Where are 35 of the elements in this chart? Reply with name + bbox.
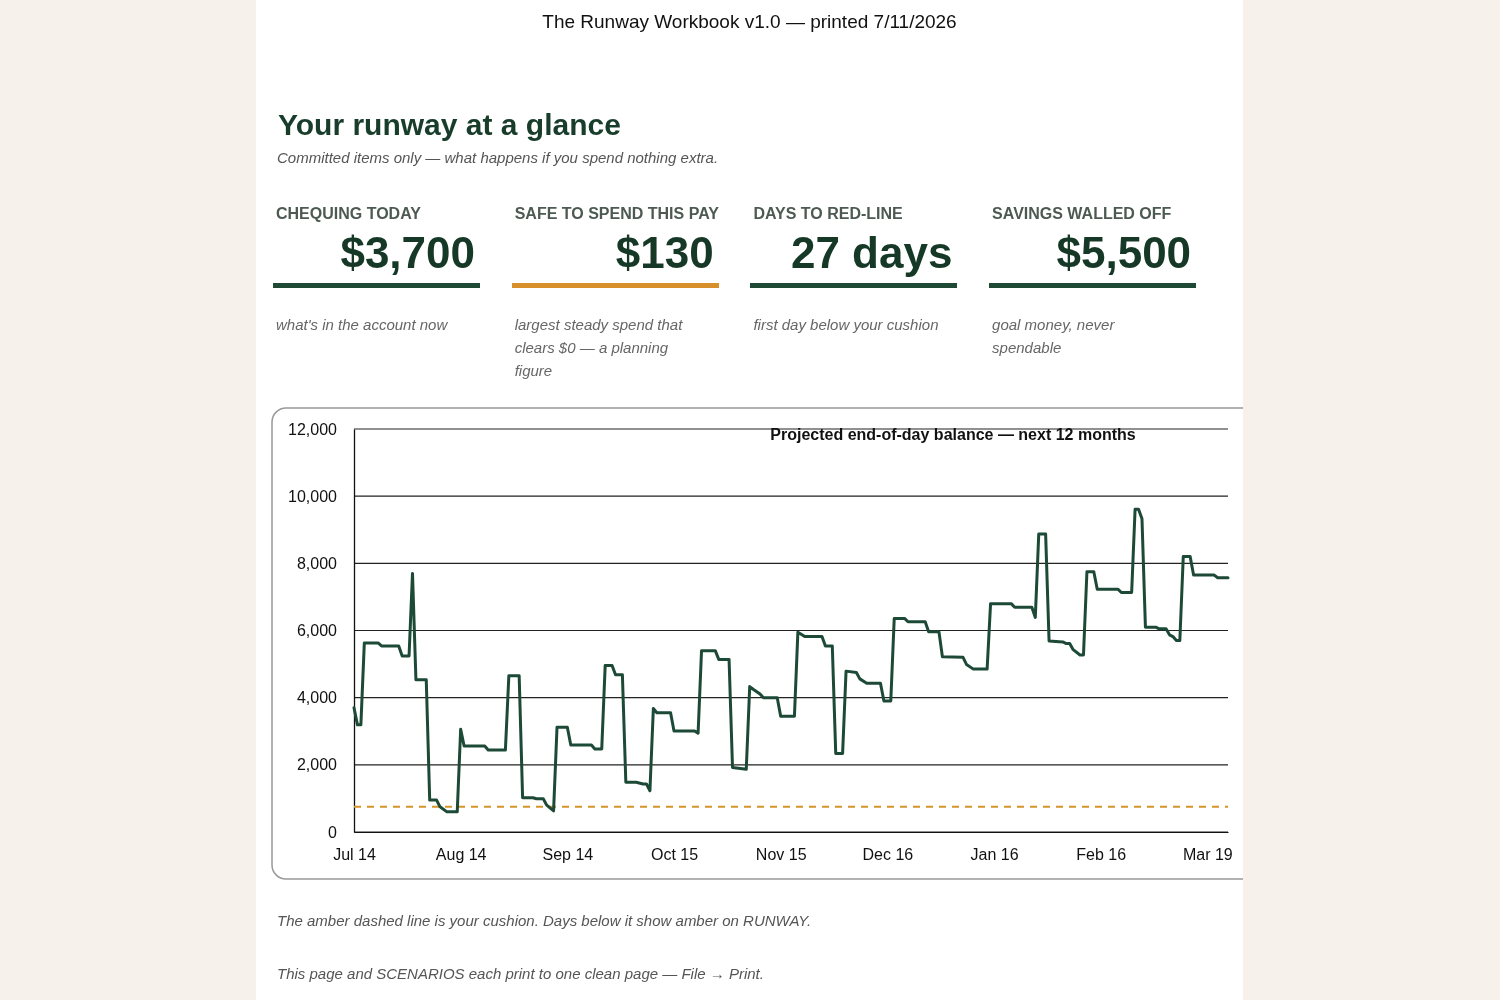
text: $5,500 bbox=[1055, 228, 1192, 278]
y-tick-label: 0 bbox=[328, 823, 338, 841]
text: 27 days bbox=[789, 228, 953, 278]
x-tick-label: Dec 16 bbox=[862, 846, 914, 864]
x-tick-label: Jan 16 bbox=[970, 846, 1019, 864]
x-tick-label: Nov 15 bbox=[755, 846, 807, 864]
text: SAFE TO SPEND THIS PAY bbox=[514, 205, 719, 223]
text: first day below your cushion bbox=[753, 315, 940, 335]
text: Committed items only — what happens if you spend nothing extra. bbox=[277, 149, 719, 166]
x-tick-label: Jul 14 bbox=[333, 846, 376, 864]
text: This page and SCENARIOS each print to one clean page — File → Print. bbox=[277, 965, 764, 982]
text: largest steady spend that clears $0 — a planning figure bbox=[514, 315, 684, 381]
x-tick-label: Aug 14 bbox=[435, 846, 487, 864]
text: $130 bbox=[614, 228, 714, 278]
line-series bbox=[352, 507, 1230, 814]
y-tick-label: 8,000 bbox=[296, 554, 338, 572]
chart-title: Projected end-of-day balance — next 12 months bbox=[770, 426, 1136, 443]
text: CHEQUING TODAY bbox=[276, 205, 421, 223]
y-tick-label: 6,000 bbox=[296, 622, 338, 640]
x-tick-label: Feb 16 bbox=[1076, 846, 1127, 864]
text: Your runway at a glance bbox=[278, 108, 621, 142]
y-tick-label: 12,000 bbox=[288, 420, 338, 438]
text: DAYS TO RED-LINE bbox=[753, 205, 903, 223]
text: SAVINGS WALLED OFF bbox=[992, 205, 1172, 223]
y-tick-label: 10,000 bbox=[288, 487, 338, 505]
y-tick-label: 2,000 bbox=[296, 756, 338, 774]
text: $3,700 bbox=[339, 228, 475, 278]
y-tick-label: 4,000 bbox=[296, 689, 338, 707]
x-tick-label: Mar 19 bbox=[1182, 846, 1233, 864]
text: goal money, never spendable bbox=[992, 315, 1116, 358]
text: what's in the account now bbox=[276, 315, 449, 335]
text: The amber dashed line is your cushion. Days below it show amber on RUNWAY. bbox=[277, 912, 812, 929]
x-tick-label: Sep 14 bbox=[542, 846, 594, 864]
x-tick-label: Oct 15 bbox=[650, 846, 699, 864]
text: The Runway Workbook v1.0 — printed 7/11/2026 bbox=[541, 11, 958, 33]
